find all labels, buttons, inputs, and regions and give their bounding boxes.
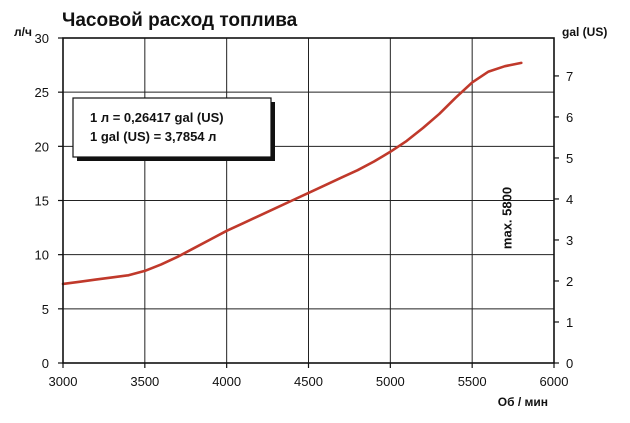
chart-title: Часовой расход топлива [62, 10, 298, 31]
y-tick-label: 5 [42, 302, 49, 317]
y-tick-label: 0 [42, 356, 49, 371]
x-tick-label: 5000 [376, 374, 405, 389]
x-tick-label: 3500 [130, 374, 159, 389]
x-tick-label: 3000 [49, 374, 78, 389]
x-axis-label: Об / мин [498, 395, 548, 409]
plot-frame [62, 37, 555, 364]
y-tick-label: 10 [35, 248, 49, 263]
x-tick-label: 4000 [212, 374, 241, 389]
grid [58, 37, 559, 368]
y2-tick-label: 6 [566, 110, 573, 125]
y2-tick-label: 0 [566, 356, 573, 371]
y2-tick-label: 7 [566, 69, 573, 84]
y-axis-label: л/ч [14, 25, 32, 39]
x-tick-label: 4500 [294, 374, 323, 389]
fuel-consumption-line [61, 61, 523, 286]
series [61, 61, 523, 286]
y2-axis-label: gal (US) [562, 25, 607, 39]
conversion-annotation-box: 1 л = 0,26417 gal (US) 1 gal (US) = 3,78… [72, 97, 275, 161]
conversion-line-2: 1 gal (US) = 3,7854 л [90, 129, 216, 144]
conversion-line-1: 1 л = 0,26417 gal (US) [90, 110, 224, 125]
max-rpm-label: max. 5800 [499, 187, 514, 249]
y2-tick-label: 3 [566, 233, 573, 248]
y-tick-label: 20 [35, 139, 49, 154]
y2-tick-label: 1 [566, 315, 573, 330]
tick-labels: 3000 3500 4000 4500 5000 5500 6000051015202530… [35, 31, 574, 389]
y-tick-label: 30 [35, 31, 49, 46]
x-tick-label: 5500 [458, 374, 487, 389]
x-tick-label: 6000 [540, 374, 569, 389]
y2-tick-label: 2 [566, 274, 573, 289]
y2-tick-label: 5 [566, 151, 573, 166]
y-tick-label: 25 [35, 85, 49, 100]
y2-tick-label: 4 [566, 192, 573, 207]
y-tick-label: 15 [35, 194, 49, 209]
